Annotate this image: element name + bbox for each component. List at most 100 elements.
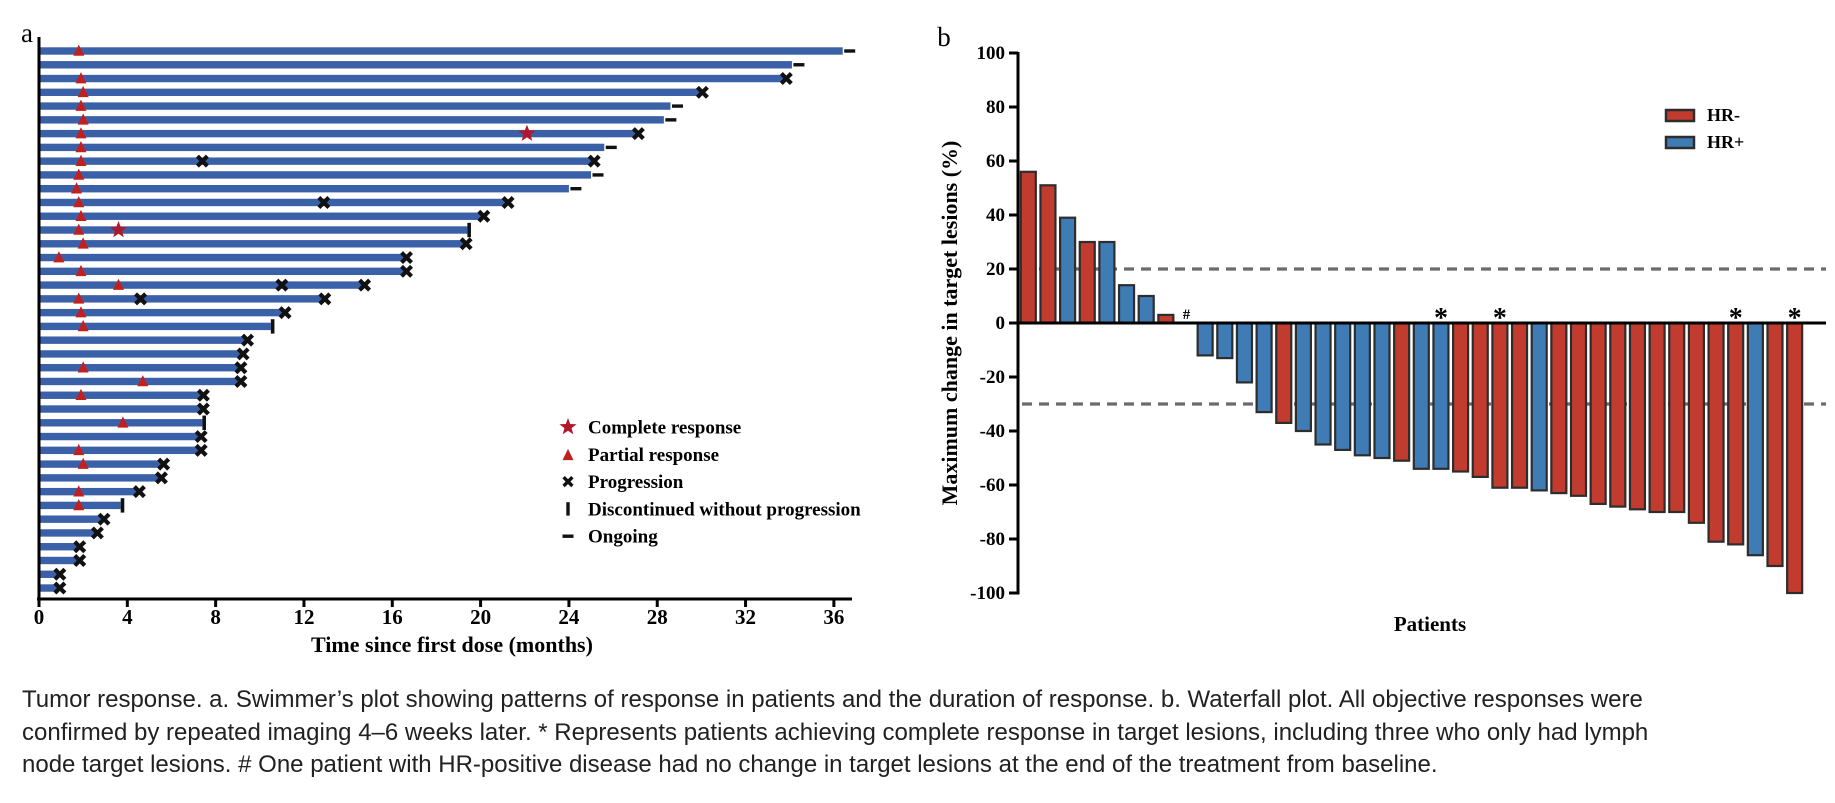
partial-response-icon	[75, 99, 87, 111]
progression-icon	[318, 292, 332, 306]
waterfall-bar	[1373, 321, 1391, 460]
progression-icon	[587, 154, 601, 168]
x-axis-title: Patients	[1394, 612, 1466, 636]
partial-response-icon	[75, 388, 87, 401]
progression-icon	[73, 554, 87, 567]
progression-icon	[234, 374, 248, 388]
x-axis-tick-label: 16	[382, 605, 403, 629]
figure-caption: Tumor response. a. Swimmer’s plot showin…	[22, 684, 1822, 782]
waterfall-bar	[1058, 216, 1077, 325]
swimmer-bar	[40, 240, 466, 248]
partial-response-icon	[73, 292, 85, 304]
caption-line-1: Tumor response. a. Swimmer’s plot showin…	[22, 686, 1643, 713]
caption-line-3: node target lesions. # One patient with …	[22, 751, 1438, 778]
progression-icon	[562, 475, 574, 488]
y-axis-tick-label: -20	[980, 367, 1005, 388]
waterfall-bar	[1117, 284, 1136, 325]
complete-response-icon	[559, 418, 577, 435]
swimmer-bar	[40, 116, 664, 124]
waterfall-bar	[1707, 321, 1725, 543]
progression-icon	[134, 292, 148, 306]
progression-icon	[234, 361, 248, 375]
waterfall-bar	[1786, 321, 1804, 595]
progression-icon	[501, 195, 515, 209]
partial-response-icon	[53, 251, 65, 263]
ongoing-icon	[844, 49, 856, 53]
swimmer-bar	[40, 102, 671, 110]
cr-asterisk: *	[1493, 303, 1507, 334]
partial-response-icon	[71, 182, 83, 194]
partial-response-icon	[77, 361, 89, 373]
swimmer-bar	[40, 487, 139, 496]
complete-response-icon	[518, 124, 536, 141]
progression-icon	[695, 85, 709, 99]
legend-label: Complete response	[588, 418, 741, 439]
legend-label: Ongoing	[588, 527, 658, 548]
waterfall-bar	[1746, 321, 1764, 557]
partial-response-icon	[117, 416, 129, 428]
cr-asterisk: *	[1434, 303, 1448, 334]
progression-icon	[400, 251, 414, 265]
swimmer-bar	[40, 446, 201, 455]
x-axis-tick-label: 32	[735, 605, 756, 629]
partial-response-icon	[75, 264, 87, 277]
caption-line-2: confirmed by repeated imaging 4–6 weeks …	[22, 718, 1649, 746]
partial-response-icon	[73, 485, 85, 497]
waterfall-bar	[1314, 321, 1332, 446]
progression-icon	[236, 347, 250, 361]
swimmer-bar	[40, 171, 591, 179]
legend-label: Progression	[588, 472, 684, 493]
legend-label: HR-	[1707, 105, 1740, 125]
waterfall-bar	[1510, 321, 1529, 489]
waterfall-bar	[1235, 321, 1254, 384]
waterfall-bar	[1766, 321, 1784, 568]
waterfall-bar	[1432, 321, 1450, 470]
cr-asterisk: *	[1788, 303, 1802, 334]
waterfall-bar	[1668, 321, 1686, 514]
progression-icon	[275, 278, 289, 292]
progression-icon	[157, 457, 171, 471]
waterfall-bar	[1098, 240, 1116, 325]
waterfall-bar	[1628, 321, 1647, 511]
swimmer-bar	[40, 529, 97, 537]
y-axis-tick-label: 40	[986, 205, 1005, 226]
swimmer-bar	[40, 391, 203, 399]
swimmer-bar	[40, 185, 569, 193]
swimmer-bar	[40, 405, 203, 413]
legend-swatch-HR+	[1664, 135, 1696, 150]
waterfall-bar	[1491, 321, 1509, 489]
swimmer-bar	[40, 556, 79, 565]
y-axis-tick-label: -100	[970, 583, 1005, 604]
waterfall-bar	[1687, 321, 1706, 524]
swimmer-bar	[40, 129, 638, 138]
progression-icon	[278, 306, 292, 320]
progression-icon	[196, 388, 210, 402]
waterfall-plot-panel: b # * * * * 100 80 60 40 20 0 -20 -40 -60 -80 -100 Maximu…	[937, 22, 1826, 636]
partial-response-icon	[75, 140, 87, 153]
waterfall-bar	[1471, 321, 1489, 478]
x-axis-tick-label: 28	[647, 605, 668, 629]
waterfall-bar	[1393, 321, 1411, 462]
swimmer-bar	[40, 88, 702, 97]
partial-response-icon	[75, 154, 87, 166]
x-axis-tick-label: 20	[470, 605, 491, 629]
tumor-response-figure: a 0 4 8 12 16 20 24 28 32 36 Time since first dose …	[21, 18, 1826, 657]
swimmer-bar	[40, 584, 59, 592]
partial-response-icon	[77, 457, 89, 469]
legend-label: Partial response	[588, 445, 719, 466]
discontinued-icon	[467, 222, 471, 238]
x-axis-title: Time since first dose (months)	[311, 632, 593, 657]
partial-response-icon	[77, 85, 89, 98]
partial-response-icon	[77, 320, 89, 332]
swimmer-bar	[40, 74, 786, 83]
swimmer-bar	[40, 61, 792, 69]
partial-response-icon	[75, 127, 87, 139]
progression-icon	[194, 443, 208, 457]
progression-icon	[154, 471, 168, 485]
partial-response-icon	[562, 448, 574, 461]
swimmer-bar	[40, 515, 104, 523]
legend-label: HR+	[1707, 132, 1744, 152]
waterfall-bar	[1609, 321, 1627, 508]
partial-response-icon	[77, 113, 89, 125]
swimmer-bar	[40, 253, 406, 262]
